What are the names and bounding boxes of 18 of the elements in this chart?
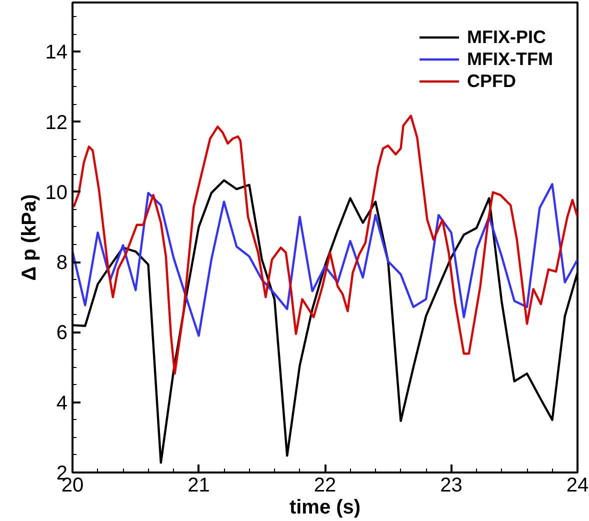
- line-series: [72, 114, 578, 375]
- y-tick-label: 14: [45, 42, 68, 64]
- line-series: [72, 183, 578, 337]
- y-tick-label: 12: [45, 112, 68, 134]
- y-axis-title: Δ p (kPa): [18, 194, 40, 281]
- legend-label: MFIX-TFM: [467, 48, 553, 70]
- x-tick-label: 23: [440, 474, 462, 496]
- legend-label: CPFD: [467, 70, 516, 92]
- legend-label: MFIX-PIC: [467, 26, 546, 48]
- y-tick-label: 6: [56, 322, 68, 344]
- y-tick-label: 10: [45, 182, 68, 204]
- x-tick-label: 20: [61, 474, 84, 496]
- y-tick-label: 8: [56, 252, 68, 274]
- x-tick-label: 21: [188, 474, 210, 496]
- x-tick-label: 24: [566, 474, 589, 496]
- x-axis-title: time (s): [289, 496, 361, 518]
- x-tick-label: 22: [314, 474, 336, 496]
- y-tick-label: 4: [56, 392, 68, 414]
